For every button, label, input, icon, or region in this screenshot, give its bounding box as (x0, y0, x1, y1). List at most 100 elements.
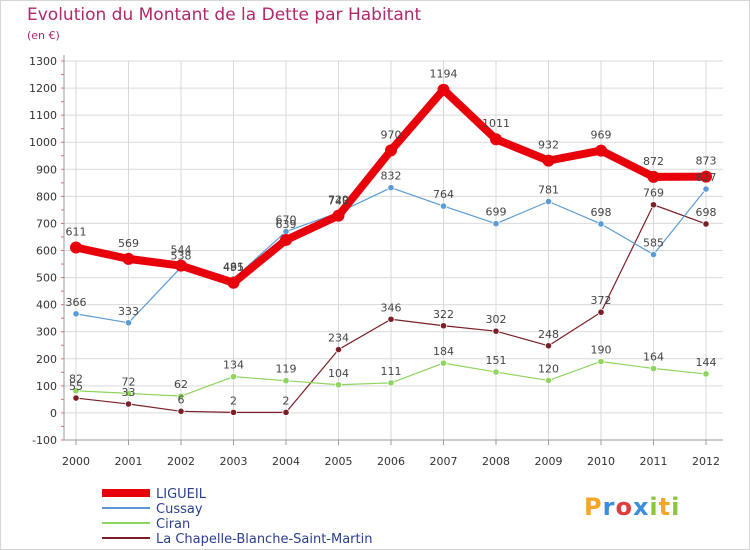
data-label: 346 (381, 301, 402, 314)
data-point (229, 408, 238, 416)
data-label: 134 (223, 359, 244, 372)
data-point (227, 276, 240, 289)
data-point (492, 220, 500, 228)
data-label: 190 (591, 343, 612, 356)
data-label: 1194 (430, 68, 458, 81)
data-point (175, 259, 187, 272)
data-label: 538 (171, 249, 192, 262)
chart-title: Evolution du Montant de la Dette par Hab… (27, 5, 422, 25)
data-point (597, 357, 605, 366)
data-point (282, 408, 290, 416)
data-label: 82 (69, 373, 83, 386)
y-tick-label: 1100 (29, 109, 57, 122)
data-label: 164 (643, 351, 664, 364)
data-point (334, 345, 343, 354)
data-point (229, 373, 238, 381)
data-point (492, 368, 500, 376)
data-point (280, 233, 292, 246)
data-point (649, 201, 658, 209)
data-point (387, 379, 395, 387)
data-point (439, 202, 448, 210)
data-label: 639 (276, 218, 297, 231)
data-label: 970 (381, 128, 402, 141)
data-label: 333 (118, 305, 139, 318)
data-label: 481 (223, 261, 244, 274)
x-tick-label: 2004 (272, 455, 300, 468)
x-tick-label: 2002 (167, 455, 195, 468)
data-label: 872 (643, 155, 664, 168)
proxiti-logo: Proxiti (584, 493, 681, 521)
data-label: 698 (591, 206, 612, 219)
data-label: 6 (178, 393, 185, 406)
data-label: 33 (122, 386, 136, 399)
legend-label: La Chapelle-Blanche-Saint-Martin (156, 532, 372, 547)
data-label: 2 (230, 394, 237, 407)
data-label: 151 (486, 354, 507, 367)
y-tick-label: 500 (36, 272, 57, 285)
x-tick-label: 2003 (220, 455, 248, 468)
y-tick-label: 200 (36, 353, 57, 366)
data-point (387, 315, 395, 323)
data-label: 184 (433, 345, 454, 358)
data-label: 72 (122, 375, 136, 388)
data-label: 873 (696, 155, 717, 168)
data-point (439, 359, 448, 367)
series-2 (72, 357, 710, 400)
data-point (700, 170, 712, 183)
data-label: 1011 (482, 117, 510, 130)
data-label: 144 (696, 356, 717, 369)
data-point (282, 377, 290, 385)
y-tick-label: -100 (32, 434, 57, 447)
data-point (544, 342, 553, 350)
legend-label: Cussay (156, 502, 203, 517)
data-point (72, 387, 80, 395)
data-point (387, 184, 395, 192)
data-label: 55 (69, 380, 83, 393)
y-tick-label: 100 (36, 380, 57, 393)
x-tick-label: 2008 (482, 455, 510, 468)
data-label: 827 (696, 171, 717, 184)
data-label: 769 (643, 187, 664, 200)
data-label: 764 (433, 188, 454, 201)
x-tick-label: 2011 (640, 455, 668, 468)
data-label: 302 (486, 313, 507, 326)
data-point (70, 241, 82, 254)
data-point (72, 394, 80, 402)
data-point (649, 250, 658, 259)
data-label: 698 (696, 206, 717, 219)
y-tick-label: 1000 (29, 136, 57, 149)
data-label: 585 (643, 237, 664, 250)
data-point (649, 364, 658, 373)
data-label: 569 (118, 237, 139, 250)
legend-label: Ciran (156, 517, 190, 532)
y-tick-label: 400 (36, 299, 57, 312)
data-label: 372 (591, 294, 612, 307)
legend-label: LIGUEIL (156, 487, 207, 502)
data-label: 104 (328, 367, 349, 380)
data-label: 544 (171, 244, 192, 257)
data-point (177, 407, 185, 415)
data-point (702, 220, 710, 228)
data-point (597, 308, 605, 316)
data-label: 495 (223, 261, 244, 274)
y-tick-label: 0 (50, 407, 57, 420)
data-point (332, 209, 345, 222)
data-label: 111 (381, 365, 402, 378)
y-tick-label: 900 (36, 163, 57, 176)
x-tick-label: 2010 (587, 455, 615, 468)
chart-subtitle: (en €) (27, 29, 60, 42)
data-label: 120 (538, 362, 559, 375)
data-point (124, 319, 133, 327)
x-tick-label: 2012 (692, 455, 720, 468)
data-label: 670 (276, 214, 297, 227)
data-point (544, 197, 553, 206)
y-tick-label: 800 (36, 190, 57, 203)
data-label: 62 (174, 378, 188, 391)
y-tick-label: 600 (36, 245, 57, 258)
data-point (490, 133, 502, 146)
x-tick-label: 2001 (115, 455, 143, 468)
data-point (124, 389, 133, 398)
data-label: 781 (538, 184, 559, 197)
